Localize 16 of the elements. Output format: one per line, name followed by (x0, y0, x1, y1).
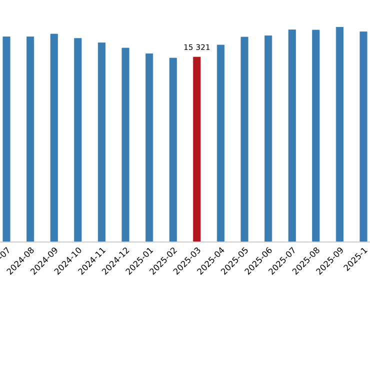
bar (98, 42, 106, 242)
bar (193, 56, 201, 242)
bar (26, 36, 34, 242)
bar (2, 36, 10, 242)
bar (336, 27, 344, 242)
bar (74, 38, 82, 242)
bar (312, 30, 320, 242)
bar (50, 34, 58, 242)
bar (240, 36, 248, 242)
bar (360, 32, 368, 242)
bar (216, 44, 224, 242)
bar (288, 30, 296, 242)
bar (169, 58, 177, 242)
bar (264, 35, 272, 242)
bar (122, 48, 130, 242)
bar (146, 53, 154, 242)
